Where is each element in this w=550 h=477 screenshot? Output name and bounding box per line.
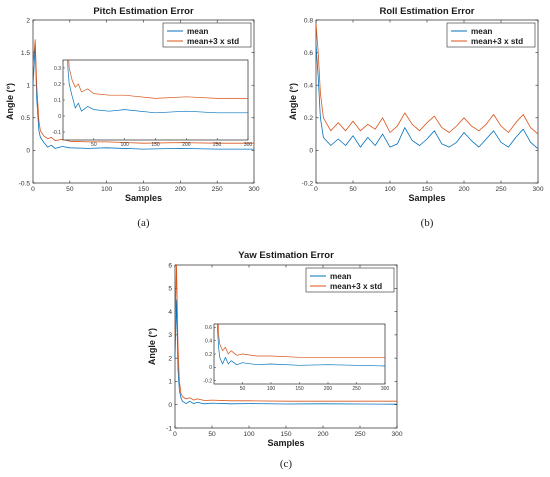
chart0-inset-x-tick-label: 100: [120, 142, 129, 148]
chart2-y-tick-label: 4: [168, 309, 172, 316]
chart2-inset-series-0-line: [216, 324, 385, 367]
chart2-x-tick-label: 50: [208, 431, 216, 438]
chart0-legend-label-1: mean+3 x std: [187, 37, 239, 46]
chart2-y-tick-label: 1: [168, 379, 172, 386]
chart2-inset-y-tick-label: 0: [209, 365, 212, 371]
chart2-inset-x-tick-label: 150: [295, 386, 304, 392]
chart0-y-tick-label: 0.5: [21, 115, 30, 122]
chart0-x-tick-label: 0: [31, 186, 35, 193]
chart2-inset-y-tick-label: 0.6: [205, 325, 212, 331]
chart2-inset-x-tick-label: 200: [324, 386, 333, 392]
chart1-x-tick-label: 300: [532, 186, 543, 193]
chart2-x-axis-label: Samples: [267, 438, 304, 448]
chart0-y-tick-label: 1: [26, 83, 30, 90]
chart2-x-tick-label: 250: [354, 431, 365, 438]
chart1-y-tick-label: 0.8: [304, 17, 313, 24]
chart0-inset-y-tick-label: 0.3: [54, 66, 61, 72]
chart2-series-1-line: [174, 264, 397, 402]
chart0-x-axis-label: Samples: [125, 193, 162, 203]
chart2-series-0-line: [174, 299, 398, 405]
chart2-legend-label-1: mean+3 x std: [330, 282, 382, 291]
chart0-series-0-line: [32, 45, 254, 150]
chart0-x-tick-label: 100: [101, 186, 112, 193]
chart0-x-tick-label: 50: [66, 186, 74, 193]
chart1-y-tick-label: 0.2: [304, 115, 313, 122]
chart0-inset-x-tick-label: 300: [244, 142, 253, 148]
chart2-inset-plot: [216, 324, 385, 367]
chart0-inset-area: [62, 59, 249, 141]
chart0-legend: [162, 22, 252, 48]
chart2-x-tick-label: 100: [243, 431, 254, 438]
chart0-inset-y-tick-label: 0: [58, 114, 61, 120]
chart0-y-axis-label: Angle (°): [5, 83, 15, 120]
chart1-x-tick-label: 200: [458, 186, 469, 193]
chart0-series-1-line: [32, 39, 254, 144]
chart1-legend-label-1: mean+3 x std: [471, 37, 523, 46]
chart2-y-tick-label: 0: [168, 402, 172, 409]
chart0-x-tick-label: 150: [138, 186, 149, 193]
chart0-inset-x-tick-label: 50: [91, 142, 97, 148]
chart0-y-tick-label: 2: [26, 17, 30, 24]
chart2-y-tick-label: -1: [166, 425, 172, 432]
chart1-x-tick-label: 250: [495, 186, 506, 193]
chart2-inset-series-1-line: [217, 324, 385, 358]
chart0-y-tick-label: -0.5: [19, 180, 31, 187]
chart0-inset-x-tick-label: 250: [213, 142, 222, 148]
chart2-legend-label-0: mean: [330, 272, 351, 281]
chart1-x-tick-label: 50: [349, 186, 357, 193]
chart0-inset-x-tick-label: 200: [182, 142, 191, 148]
chart0-legend-label-0: mean: [187, 27, 208, 36]
chart0-x-tick-label: 300: [248, 186, 259, 193]
chart1-x-tick-label: 100: [384, 186, 395, 193]
chart0-x-tick-label: 200: [175, 186, 186, 193]
chart1-y-tick-label: -0.2: [302, 180, 314, 187]
chart1-caption: (b): [421, 217, 434, 229]
chart2-inset-y-tick-label: -0.2: [203, 378, 212, 384]
chart1-x-tick-label: 150: [421, 186, 432, 193]
chart2-x-tick-label: 0: [173, 431, 177, 438]
chart2-inset-x-tick-label: 300: [381, 386, 390, 392]
chart1-y-tick-label: 0: [309, 148, 313, 155]
chart0-inset-series-0-line: [67, 60, 248, 114]
chart2-x-tick-label: 150: [280, 431, 291, 438]
chart0-inset-y-tick-label: 0.1: [54, 98, 61, 104]
chart1-x-tick-label: 0: [314, 186, 318, 193]
chart0-inset-y-tick-label: -0.1: [52, 130, 61, 136]
chart2-y-tick-label: 3: [168, 332, 172, 339]
chart1-title: Roll Estimation Error: [379, 6, 474, 17]
chart0-inset-x-tick-label: 150: [151, 142, 160, 148]
chart1-y-axis-label: Angle (°): [288, 83, 298, 120]
chart2-inset-x-tick-label: 100: [267, 386, 276, 392]
chart2-inset-x-tick-label: 250: [352, 386, 361, 392]
chart2-x-tick-label: 300: [391, 431, 402, 438]
chart2-y-axis-label: Angle (°): [147, 328, 157, 365]
chart2-y-tick-label: 6: [168, 262, 172, 269]
chart2-title: Yaw Estimation Error: [238, 250, 334, 261]
chart1-legend-label-0: mean: [471, 27, 492, 36]
chart2-caption: (c): [280, 458, 293, 470]
chart0-inset-series-1-line: [68, 60, 248, 99]
chart0-x-tick-label: 250: [212, 186, 223, 193]
chart2-x-tick-label: 200: [317, 431, 328, 438]
chart0-title: Pitch Estimation Error: [93, 6, 194, 17]
chart1-series-1-line: [315, 23, 539, 135]
chart2-inset-y-tick-label: 0.4: [205, 338, 212, 344]
chart0-caption: (a): [137, 217, 150, 229]
chart1-y-tick-label: 0.6: [304, 50, 313, 57]
chart2-inset-x-tick-label: 50: [240, 386, 246, 392]
chart0-inset-y-tick-label: 0.2: [54, 82, 61, 88]
chart1-x-axis-label: Samples: [408, 193, 445, 203]
chart2-legend: [305, 267, 395, 293]
chart2-y-tick-label: 2: [168, 355, 172, 362]
chart2-inset-area: [213, 323, 386, 385]
chart2-inset-y-tick-label: 0.2: [205, 352, 212, 358]
chart1-y-tick-label: 0.4: [304, 83, 313, 90]
chart0-y-tick-label: 1.5: [21, 50, 30, 57]
chart0-inset-plot: [67, 60, 248, 114]
chart2-y-tick-label: 5: [168, 286, 172, 293]
chart0-y-tick-label: 0: [26, 148, 30, 155]
chart1-series-0-line: [315, 44, 539, 150]
chart1-legend: [446, 22, 536, 48]
